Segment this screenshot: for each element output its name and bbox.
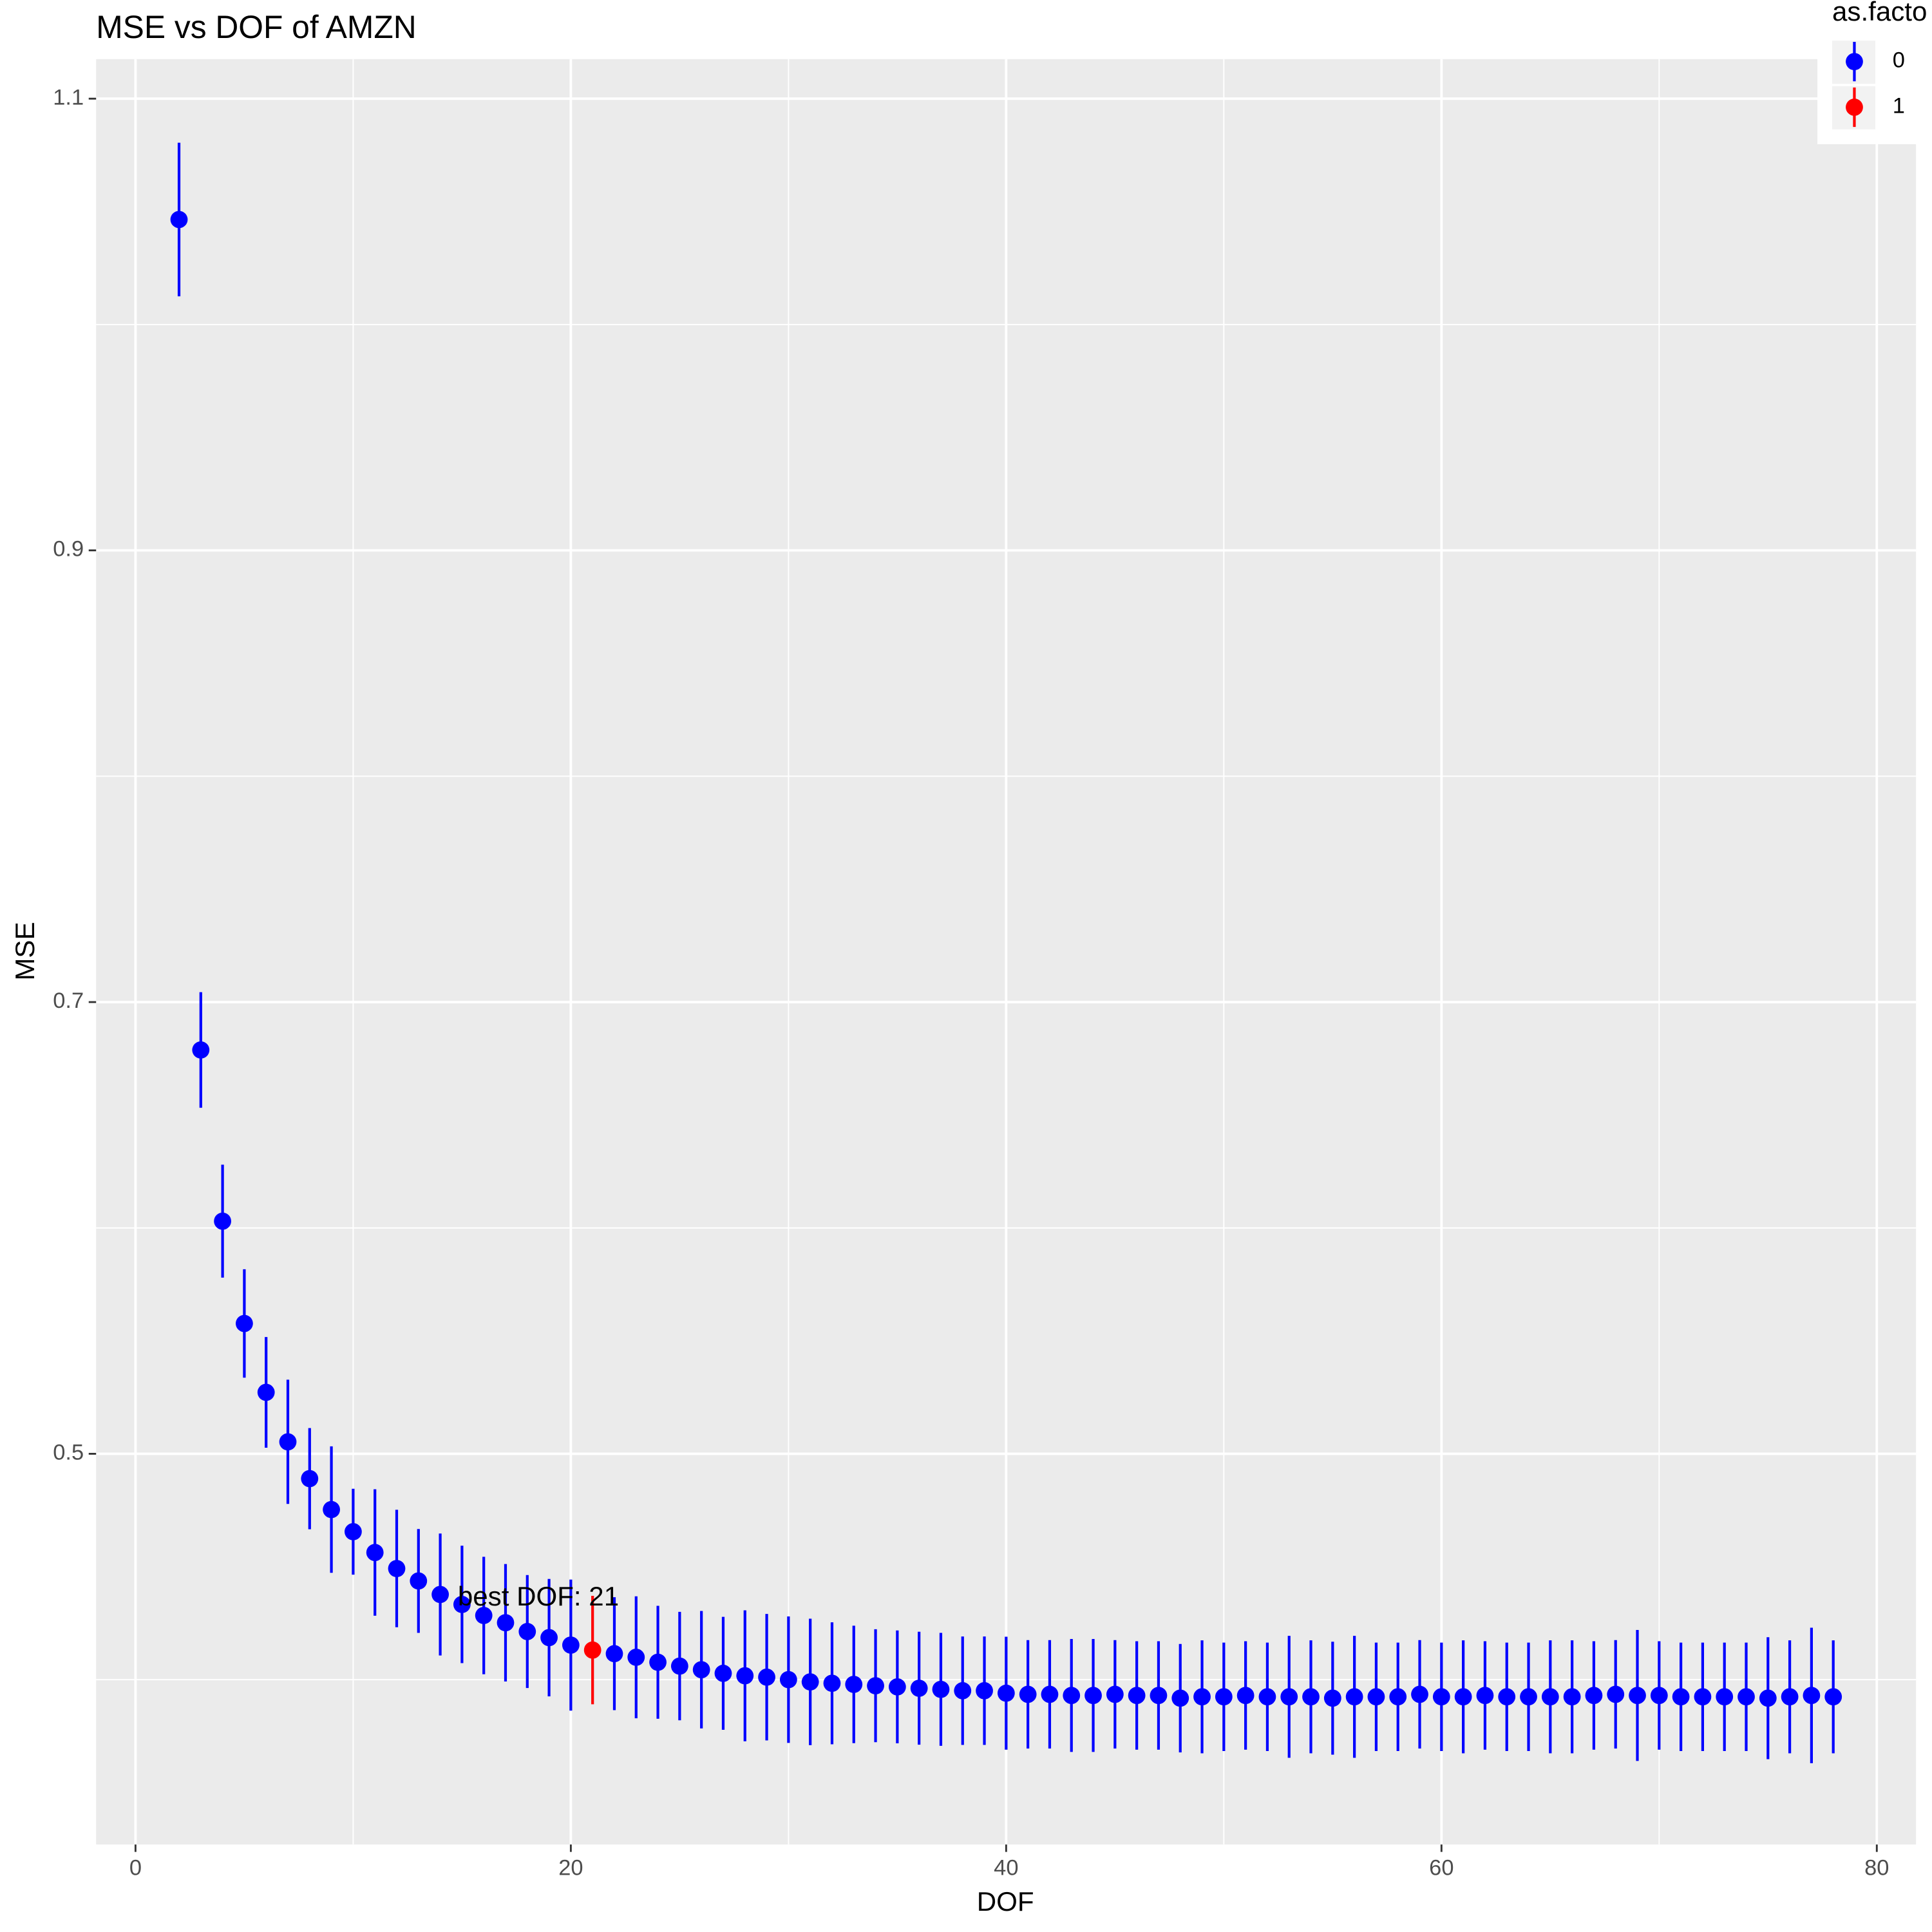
- point: [779, 1671, 797, 1689]
- point: [1629, 1687, 1646, 1705]
- point: [823, 1674, 841, 1692]
- annotation: best DOF: 21: [458, 1581, 619, 1611]
- legend-key-point: [1846, 53, 1863, 71]
- point: [1672, 1688, 1690, 1706]
- point: [1563, 1688, 1581, 1706]
- y-tick-label: 0.7: [53, 989, 84, 1013]
- point: [845, 1676, 863, 1693]
- point: [1171, 1689, 1189, 1707]
- point: [1063, 1687, 1081, 1705]
- point: [257, 1383, 275, 1401]
- point: [627, 1649, 645, 1666]
- y-tick-label: 0.5: [53, 1441, 84, 1465]
- point: [1019, 1685, 1037, 1703]
- point: [1650, 1687, 1668, 1705]
- x-tick-label: 40: [994, 1856, 1018, 1880]
- point: [1607, 1685, 1625, 1703]
- y-tick-label: 1.1: [53, 85, 84, 109]
- point: [1302, 1688, 1320, 1706]
- point: [801, 1673, 819, 1691]
- point: [497, 1614, 515, 1632]
- point: [1541, 1688, 1559, 1706]
- point: [301, 1470, 319, 1488]
- point: [1411, 1685, 1428, 1703]
- point: [1454, 1688, 1472, 1706]
- chart-title: MSE vs DOF of AMZN: [96, 9, 416, 45]
- point: [1106, 1685, 1124, 1703]
- point: [518, 1623, 536, 1640]
- point: [1258, 1688, 1276, 1706]
- legend-label: 0: [1893, 48, 1905, 73]
- point: [1041, 1685, 1059, 1703]
- point: [867, 1677, 884, 1695]
- point: [1476, 1687, 1494, 1705]
- point: [932, 1680, 950, 1698]
- point: [997, 1684, 1015, 1702]
- point: [453, 1595, 471, 1613]
- point: [562, 1636, 580, 1654]
- point: [888, 1678, 906, 1696]
- point: [1432, 1688, 1450, 1706]
- point: [1215, 1688, 1233, 1706]
- point: [431, 1586, 449, 1604]
- x-tick-label: 0: [129, 1856, 142, 1880]
- point: [910, 1680, 928, 1697]
- point: [1084, 1687, 1102, 1705]
- point: [583, 1641, 601, 1659]
- point: [1236, 1687, 1255, 1705]
- point: [1498, 1688, 1516, 1706]
- point: [1193, 1688, 1211, 1706]
- point: [692, 1661, 710, 1679]
- point: [1716, 1688, 1734, 1706]
- point: [1389, 1688, 1407, 1706]
- point: [1759, 1689, 1777, 1707]
- y-tick-label: 0.9: [53, 537, 84, 562]
- x-axis-label: DOF: [977, 1886, 1034, 1917]
- legend-label: 1: [1893, 94, 1905, 118]
- point: [605, 1645, 623, 1663]
- point: [170, 211, 188, 229]
- point: [758, 1668, 775, 1686]
- point: [1520, 1688, 1537, 1706]
- point: [1585, 1687, 1603, 1705]
- point: [670, 1657, 688, 1675]
- point: [954, 1681, 972, 1700]
- point: [1803, 1687, 1821, 1705]
- point: [323, 1501, 340, 1519]
- point: [1280, 1688, 1298, 1706]
- point: [736, 1667, 754, 1685]
- point: [976, 1681, 993, 1700]
- point: [1367, 1688, 1385, 1706]
- x-tick-label: 80: [1864, 1856, 1889, 1880]
- point: [540, 1629, 558, 1647]
- point: [475, 1607, 493, 1624]
- point: [1128, 1687, 1146, 1705]
- point: [1150, 1687, 1168, 1705]
- point: [1781, 1688, 1799, 1706]
- point: [649, 1653, 667, 1671]
- point: [410, 1572, 428, 1590]
- point: [345, 1523, 362, 1540]
- point: [1738, 1688, 1755, 1706]
- point: [388, 1560, 406, 1577]
- point: [1824, 1688, 1842, 1706]
- point: [366, 1544, 384, 1562]
- point: [214, 1212, 231, 1230]
- x-tick-label: 20: [558, 1856, 583, 1880]
- point: [236, 1314, 253, 1332]
- point: [192, 1041, 210, 1059]
- x-tick-label: 60: [1429, 1856, 1454, 1880]
- point: [1694, 1688, 1712, 1706]
- point: [1323, 1689, 1341, 1707]
- point: [279, 1433, 297, 1451]
- point: [714, 1664, 732, 1682]
- legend-title: as.facto: [1832, 0, 1927, 26]
- legend-key-point: [1846, 99, 1863, 116]
- y-axis-label: MSE: [10, 922, 40, 980]
- point: [1345, 1688, 1363, 1706]
